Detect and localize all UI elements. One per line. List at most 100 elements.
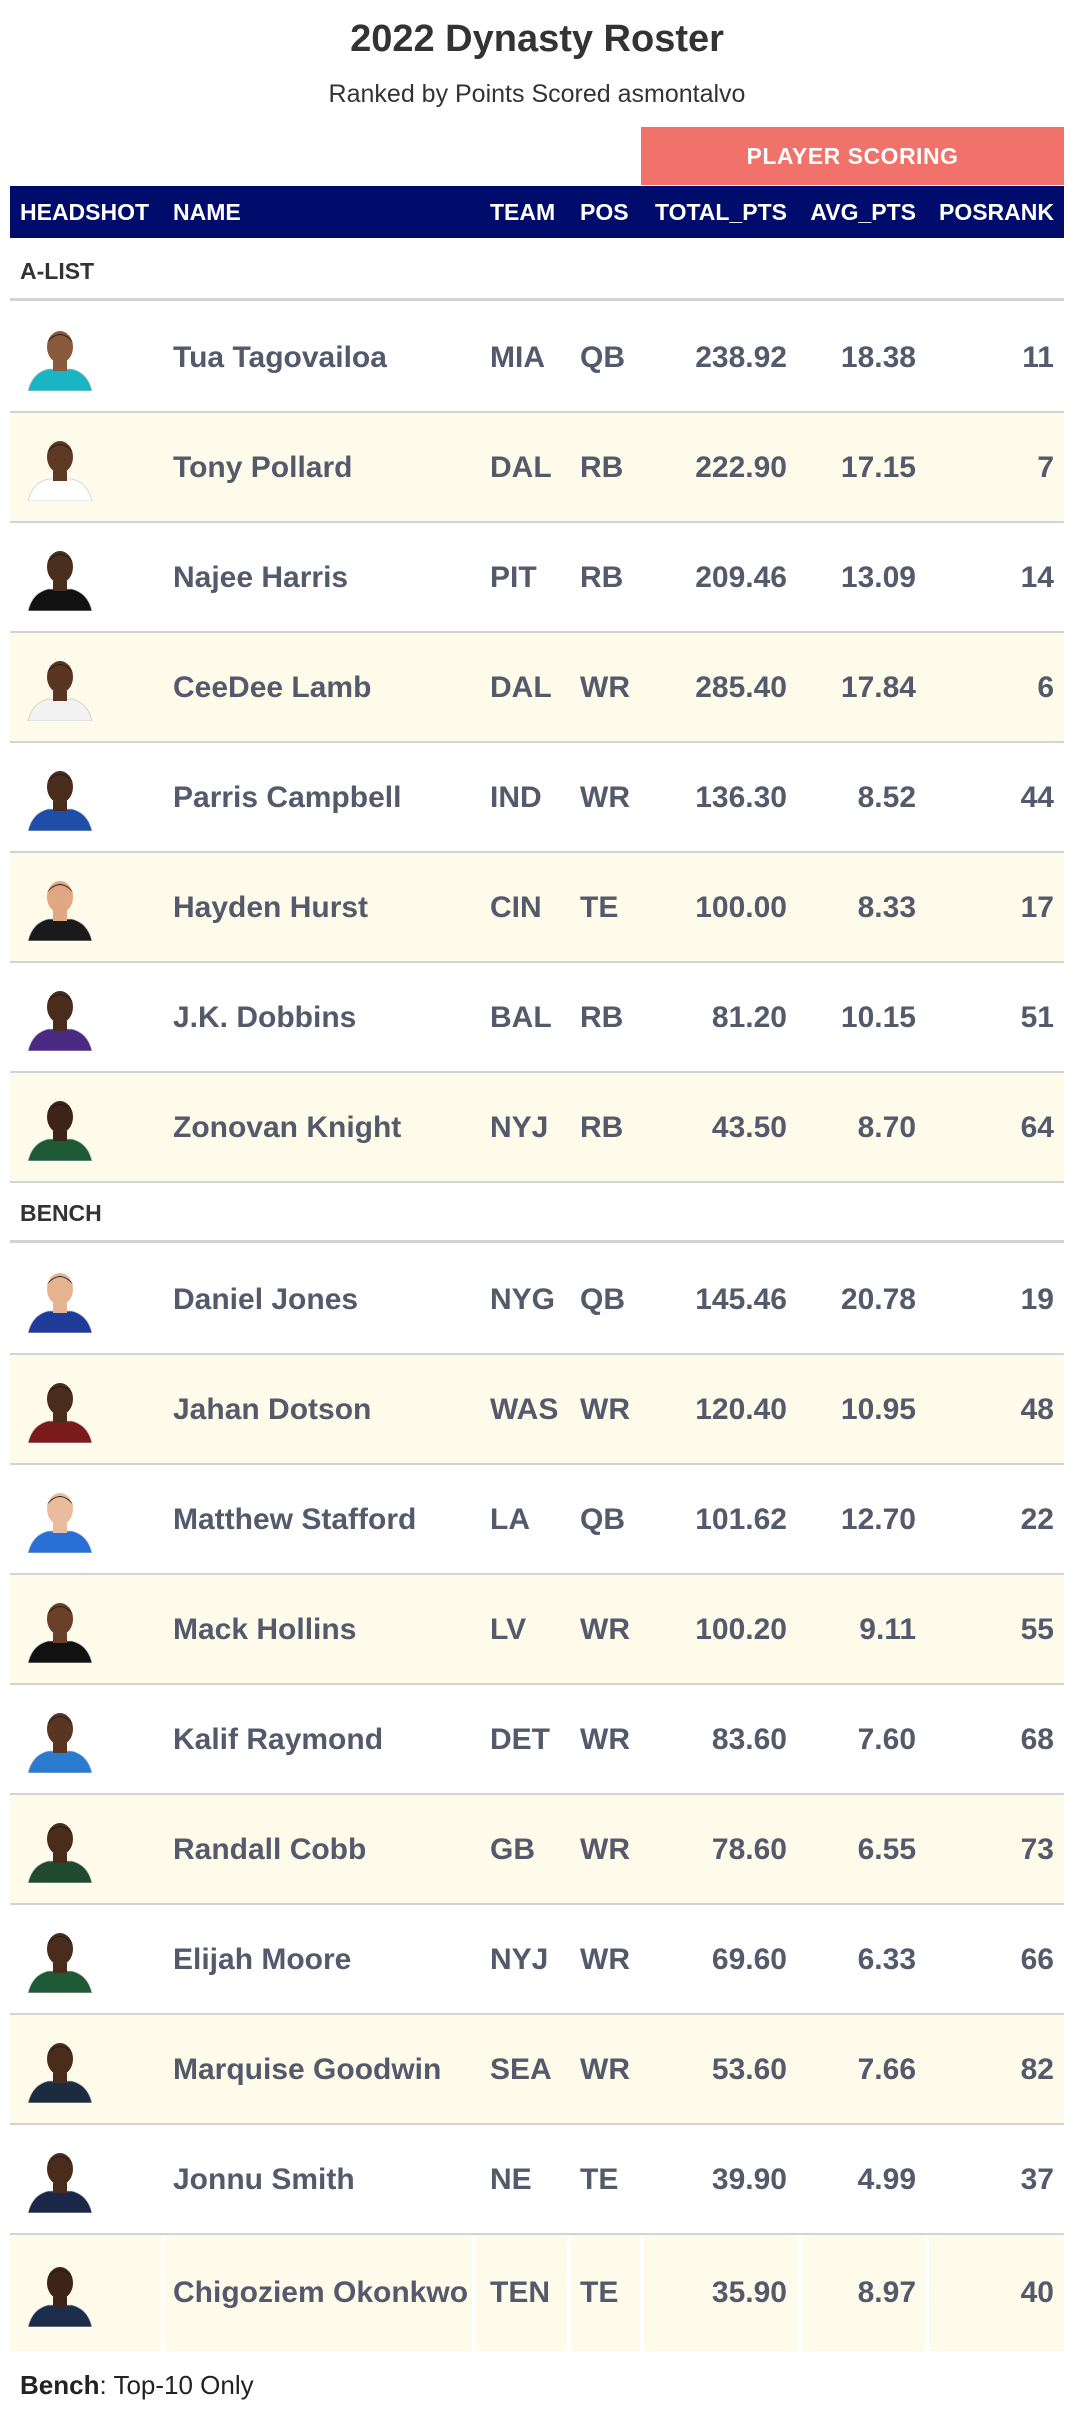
player-headshot (27, 551, 93, 611)
player-name: Mack Hollins (173, 1613, 357, 1646)
player-team: NYJ (490, 1111, 549, 1144)
total-pts: 100.00 (695, 891, 787, 924)
total-pts: 209.46 (695, 561, 787, 594)
page-subtitle: Ranked by Points Scored asmontalvo (328, 80, 746, 108)
table-row[interactable]: Elijah Moore NYJ WR 69.60 6.33 66 (10, 1905, 1064, 2015)
cell-divider (472, 2235, 476, 2351)
player-name: CeeDee Lamb (173, 671, 372, 704)
player-team: NYJ (490, 1943, 549, 1976)
player-headshot (27, 881, 93, 941)
avg-pts: 8.52 (857, 781, 916, 814)
total-pts: 136.30 (695, 781, 787, 814)
player-name: Matthew Stafford (173, 1503, 417, 1536)
player-headshot (27, 1933, 93, 1993)
player-name: Tua Tagovailoa (173, 341, 387, 374)
player-team: DAL (490, 451, 552, 484)
pos-rank: 66 (1020, 1943, 1054, 1976)
total-pts: 285.40 (695, 671, 787, 704)
table-row[interactable]: Randall Cobb GB WR 78.60 6.55 73 (10, 1795, 1064, 1905)
total-pts: 120.40 (695, 1393, 787, 1426)
table-row[interactable]: Matthew Stafford LA QB 101.62 12.70 22 (10, 1465, 1064, 1575)
player-position: TE (580, 2163, 619, 2196)
total-pts: 78.60 (711, 1833, 787, 1866)
page-title: 2022 Dynasty Roster (350, 18, 724, 60)
table-row[interactable]: Daniel Jones NYG QB 145.46 20.78 19 (10, 1245, 1064, 1355)
pos-rank: 6 (1037, 671, 1054, 704)
column-header-headshot[interactable]: HEADSHOT (20, 199, 150, 225)
avg-pts: 8.70 (857, 1111, 916, 1144)
player-team: BAL (490, 1001, 552, 1034)
player-team: NE (490, 2163, 532, 2196)
player-position: WR (580, 1833, 630, 1866)
avg-pts: 7.66 (857, 2053, 916, 2086)
player-position: WR (580, 1943, 630, 1976)
column-header-team[interactable]: TEAM (490, 199, 556, 225)
column-header-name[interactable]: NAME (173, 199, 241, 225)
player-headshot (27, 1383, 93, 1443)
player-name: Elijah Moore (173, 1943, 352, 1976)
table-row[interactable]: Jonnu Smith NE TE 39.90 4.99 37 (10, 2125, 1064, 2235)
pos-rank: 68 (1020, 1723, 1054, 1756)
column-header-total-pts[interactable]: TOTAL_PTS (654, 199, 787, 225)
table-row[interactable]: Jahan Dotson WAS WR 120.40 10.95 48 (10, 1355, 1064, 1465)
table-row[interactable]: Kalif Raymond DET WR 83.60 7.60 68 (10, 1685, 1064, 1795)
player-headshot (27, 771, 93, 831)
player-name: Tony Pollard (173, 451, 353, 484)
player-position: WR (580, 671, 630, 704)
cell-divider (161, 2235, 165, 2351)
table-row[interactable]: J.K. Dobbins BAL RB 81.20 10.15 51 (10, 963, 1064, 1073)
table-row[interactable]: Parris Campbell IND WR 136.30 8.52 44 (10, 743, 1064, 853)
table-row[interactable]: Hayden Hurst CIN TE 100.00 8.33 17 (10, 853, 1064, 963)
player-team: PIT (490, 561, 537, 594)
total-pts: 43.50 (711, 1111, 787, 1144)
player-headshot (27, 1273, 93, 1333)
player-headshot (27, 2043, 93, 2103)
player-name: Kalif Raymond (173, 1723, 384, 1756)
pos-rank: 7 (1037, 451, 1054, 484)
table-footnote: Bench: Top-10 Only (20, 2370, 254, 2401)
player-name: Hayden Hurst (173, 891, 369, 924)
player-headshot (27, 331, 93, 391)
player-headshot (27, 1603, 93, 1663)
table-row[interactable]: Zonovan Knight NYJ RB 43.50 8.70 64 (10, 1073, 1064, 1183)
player-position: WR (580, 1393, 630, 1426)
player-position: RB (580, 451, 624, 484)
player-team: WAS (490, 1393, 559, 1426)
table-row[interactable]: Najee Harris PIT RB 209.46 13.09 14 (10, 523, 1064, 633)
table-row[interactable]: CeeDee Lamb DAL WR 285.40 17.84 6 (10, 633, 1064, 743)
column-header-pos[interactable]: POS (580, 199, 629, 225)
player-name: Daniel Jones (173, 1283, 359, 1316)
player-team: TEN (490, 2276, 550, 2309)
pos-rank: 14 (1020, 561, 1054, 594)
pos-rank: 73 (1020, 1833, 1054, 1866)
player-headshot (27, 441, 93, 501)
pos-rank: 44 (1020, 781, 1054, 814)
pos-rank: 19 (1020, 1283, 1054, 1316)
avg-pts: 17.15 (840, 451, 916, 484)
avg-pts: 9.11 (859, 1613, 916, 1646)
total-pts: 222.90 (695, 451, 787, 484)
group-label-a-list: A-LIST (10, 241, 1064, 301)
table-row[interactable]: Marquise Goodwin SEA WR 53.60 7.66 82 (10, 2015, 1064, 2125)
player-name: J.K. Dobbins (173, 1001, 357, 1034)
total-pts: 69.60 (711, 1943, 787, 1976)
cell-divider (925, 2235, 929, 2351)
avg-pts: 6.55 (857, 1833, 916, 1866)
table-row[interactable]: Tua Tagovailoa MIA QB 238.92 18.38 11 (10, 303, 1064, 413)
player-position: TE (580, 2276, 619, 2309)
table-row[interactable]: Mack Hollins LV WR 100.20 9.11 55 (10, 1575, 1064, 1685)
player-name: Zonovan Knight (173, 1111, 402, 1144)
table-row[interactable]: Chigoziem Okonkwo TEN TE 35.90 8.97 40 (10, 2235, 1064, 2351)
pos-rank: 40 (1020, 2276, 1054, 2309)
avg-pts: 20.78 (840, 1283, 916, 1316)
column-header-avg-pts[interactable]: AVG_PTS (810, 199, 916, 225)
column-header-posrank[interactable]: POSRANK (938, 199, 1054, 225)
avg-pts: 8.97 (857, 2276, 916, 2309)
pos-rank: 51 (1020, 1001, 1054, 1034)
player-position: RB (580, 1111, 624, 1144)
player-headshot (27, 991, 93, 1051)
pos-rank: 11 (1022, 341, 1054, 374)
table-row[interactable]: Tony Pollard DAL RB 222.90 17.15 7 (10, 413, 1064, 523)
avg-pts: 10.15 (840, 1001, 916, 1034)
total-pts: 39.90 (711, 2163, 787, 2196)
